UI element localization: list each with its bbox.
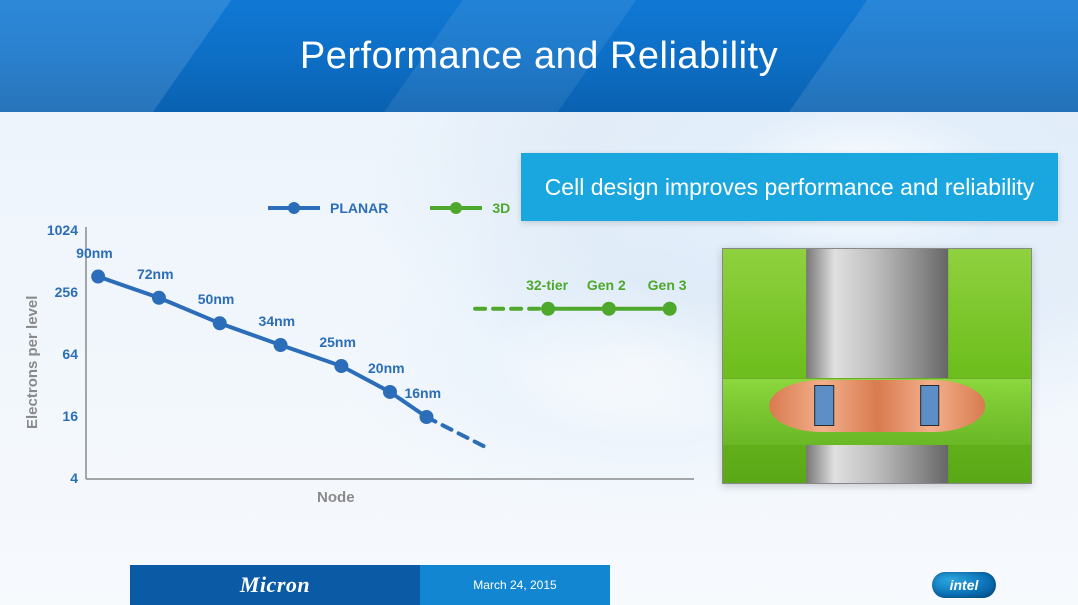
data-point-label: 50nm <box>198 291 235 307</box>
micron-logo: Micron <box>240 572 310 598</box>
illus-cap-right <box>920 385 939 426</box>
chart-svg <box>0 193 715 518</box>
footer-spacer-right <box>610 565 850 605</box>
legend-label: 3D <box>492 200 510 216</box>
footer-micron: Micron <box>130 565 420 605</box>
illus-ring-left <box>769 380 877 431</box>
footer-date: March 24, 2015 <box>473 578 556 592</box>
data-point-label: 90nm <box>76 245 113 261</box>
y-tick: 16 <box>36 408 78 424</box>
data-point-label: 32-tier <box>526 277 568 293</box>
data-point-label: Gen 3 <box>648 277 687 293</box>
slide-title: Performance and Reliability <box>300 35 778 78</box>
footer-date: March 24, 2015 <box>420 565 610 605</box>
footer-spacer-left <box>0 565 130 605</box>
legend-swatch <box>268 206 320 210</box>
data-point-label: 20nm <box>368 360 405 376</box>
footer-bar: Micron March 24, 2015 intel <box>0 565 1078 605</box>
x-axis-label: Node <box>317 489 355 506</box>
legend-item: 3D <box>430 200 510 216</box>
legend-label: PLANAR <box>330 200 388 216</box>
footer-intel: intel <box>850 565 1078 605</box>
y-tick: 4 <box>36 470 78 486</box>
legend-item: PLANAR <box>268 200 388 216</box>
title-bar: Performance and Reliability <box>0 0 1078 112</box>
cell-illustration <box>722 248 1032 484</box>
data-point-label: 16nm <box>404 385 441 401</box>
data-point-label: 34nm <box>259 313 296 329</box>
data-point-label: Gen 2 <box>587 277 626 293</box>
y-tick: 64 <box>36 346 78 362</box>
illus-ring <box>769 380 985 431</box>
legend-swatch <box>430 206 482 210</box>
slide-root: Performance and Reliability Cell design … <box>0 0 1078 605</box>
intel-logo: intel <box>932 572 996 598</box>
data-point-label: 25nm <box>319 334 356 350</box>
illus-ring-right <box>877 380 985 431</box>
chart-area: Electrons per level Node 416642561024 90… <box>0 193 715 518</box>
illus-cylinder <box>806 248 948 484</box>
y-tick: 1024 <box>36 222 78 238</box>
chart-legend: PLANAR 3D <box>268 200 510 216</box>
illus-cap-left <box>814 385 833 426</box>
data-point-label: 72nm <box>137 266 174 282</box>
y-tick: 256 <box>36 284 78 300</box>
